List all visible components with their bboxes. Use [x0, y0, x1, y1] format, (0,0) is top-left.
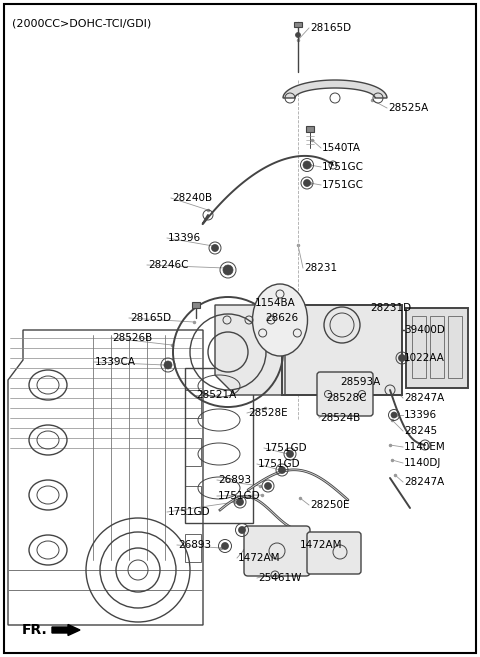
- Text: 25461W: 25461W: [258, 573, 301, 583]
- Text: 26893: 26893: [218, 475, 251, 485]
- FancyBboxPatch shape: [317, 372, 373, 416]
- Text: 28521A: 28521A: [196, 390, 236, 400]
- Text: 28240B: 28240B: [172, 193, 212, 203]
- Text: 1472AM: 1472AM: [238, 553, 280, 563]
- Text: 39400D: 39400D: [404, 325, 445, 335]
- Circle shape: [212, 244, 218, 252]
- Circle shape: [398, 355, 406, 361]
- Text: 28231D: 28231D: [370, 303, 411, 313]
- Text: 28247A: 28247A: [404, 393, 444, 403]
- Bar: [192, 302, 200, 308]
- Bar: [412, 316, 426, 378]
- Circle shape: [237, 499, 243, 505]
- FancyArrow shape: [52, 625, 80, 635]
- Text: 28528C: 28528C: [326, 393, 367, 403]
- Text: 26893: 26893: [178, 540, 211, 550]
- Text: 28528E: 28528E: [248, 408, 288, 418]
- FancyBboxPatch shape: [307, 532, 361, 574]
- Text: 28245: 28245: [404, 426, 437, 436]
- Circle shape: [287, 451, 293, 457]
- Circle shape: [223, 265, 233, 275]
- Text: 28525A: 28525A: [388, 103, 428, 113]
- Text: 1751GD: 1751GD: [218, 491, 261, 501]
- Circle shape: [303, 161, 311, 169]
- Circle shape: [164, 361, 172, 369]
- FancyBboxPatch shape: [244, 526, 310, 576]
- Text: 28247A: 28247A: [404, 477, 444, 487]
- Text: 13396: 13396: [404, 410, 437, 420]
- Bar: [185, 486, 201, 514]
- Text: 28165D: 28165D: [310, 23, 351, 33]
- Text: 28165D: 28165D: [130, 313, 171, 323]
- Text: 1751GD: 1751GD: [265, 443, 308, 453]
- Bar: [448, 316, 462, 378]
- Bar: [282, 305, 402, 395]
- Text: 1751GD: 1751GD: [258, 459, 300, 469]
- Bar: [306, 126, 314, 132]
- Bar: [294, 22, 302, 27]
- Bar: [185, 390, 201, 418]
- Polygon shape: [215, 305, 285, 395]
- Text: 28526B: 28526B: [112, 333, 152, 343]
- Text: 1140EM: 1140EM: [404, 442, 446, 452]
- Text: 1022AA: 1022AA: [404, 353, 445, 363]
- Text: 28231: 28231: [304, 263, 337, 273]
- Circle shape: [303, 179, 311, 187]
- Text: 1339CA: 1339CA: [95, 357, 136, 367]
- Circle shape: [391, 412, 397, 418]
- Polygon shape: [283, 80, 387, 98]
- Text: 13396: 13396: [168, 233, 201, 243]
- Text: 1540TA: 1540TA: [322, 143, 361, 153]
- Circle shape: [278, 466, 286, 474]
- Circle shape: [296, 32, 300, 37]
- Text: 1751GC: 1751GC: [322, 162, 364, 172]
- Bar: [185, 534, 201, 562]
- Circle shape: [239, 526, 245, 533]
- Text: 1472AM: 1472AM: [300, 540, 343, 550]
- Text: 1751GC: 1751GC: [322, 180, 364, 190]
- Bar: [185, 438, 201, 466]
- Text: 28250E: 28250E: [310, 500, 349, 510]
- Bar: [406, 308, 468, 388]
- Text: 1154BA: 1154BA: [255, 298, 296, 308]
- Text: 1751GD: 1751GD: [168, 507, 211, 517]
- Circle shape: [264, 482, 272, 489]
- Bar: [185, 368, 253, 523]
- Text: 28524B: 28524B: [320, 413, 360, 423]
- Text: 1140DJ: 1140DJ: [404, 458, 442, 468]
- Text: FR.: FR.: [22, 623, 48, 637]
- Bar: [430, 316, 444, 378]
- Ellipse shape: [252, 284, 308, 356]
- Bar: [282, 305, 402, 395]
- Text: 28593A: 28593A: [340, 377, 380, 387]
- Text: 28246C: 28246C: [148, 260, 189, 270]
- Circle shape: [221, 543, 228, 549]
- Text: 28626: 28626: [265, 313, 298, 323]
- Text: (2000CC>DOHC-TCI/GDI): (2000CC>DOHC-TCI/GDI): [12, 18, 151, 28]
